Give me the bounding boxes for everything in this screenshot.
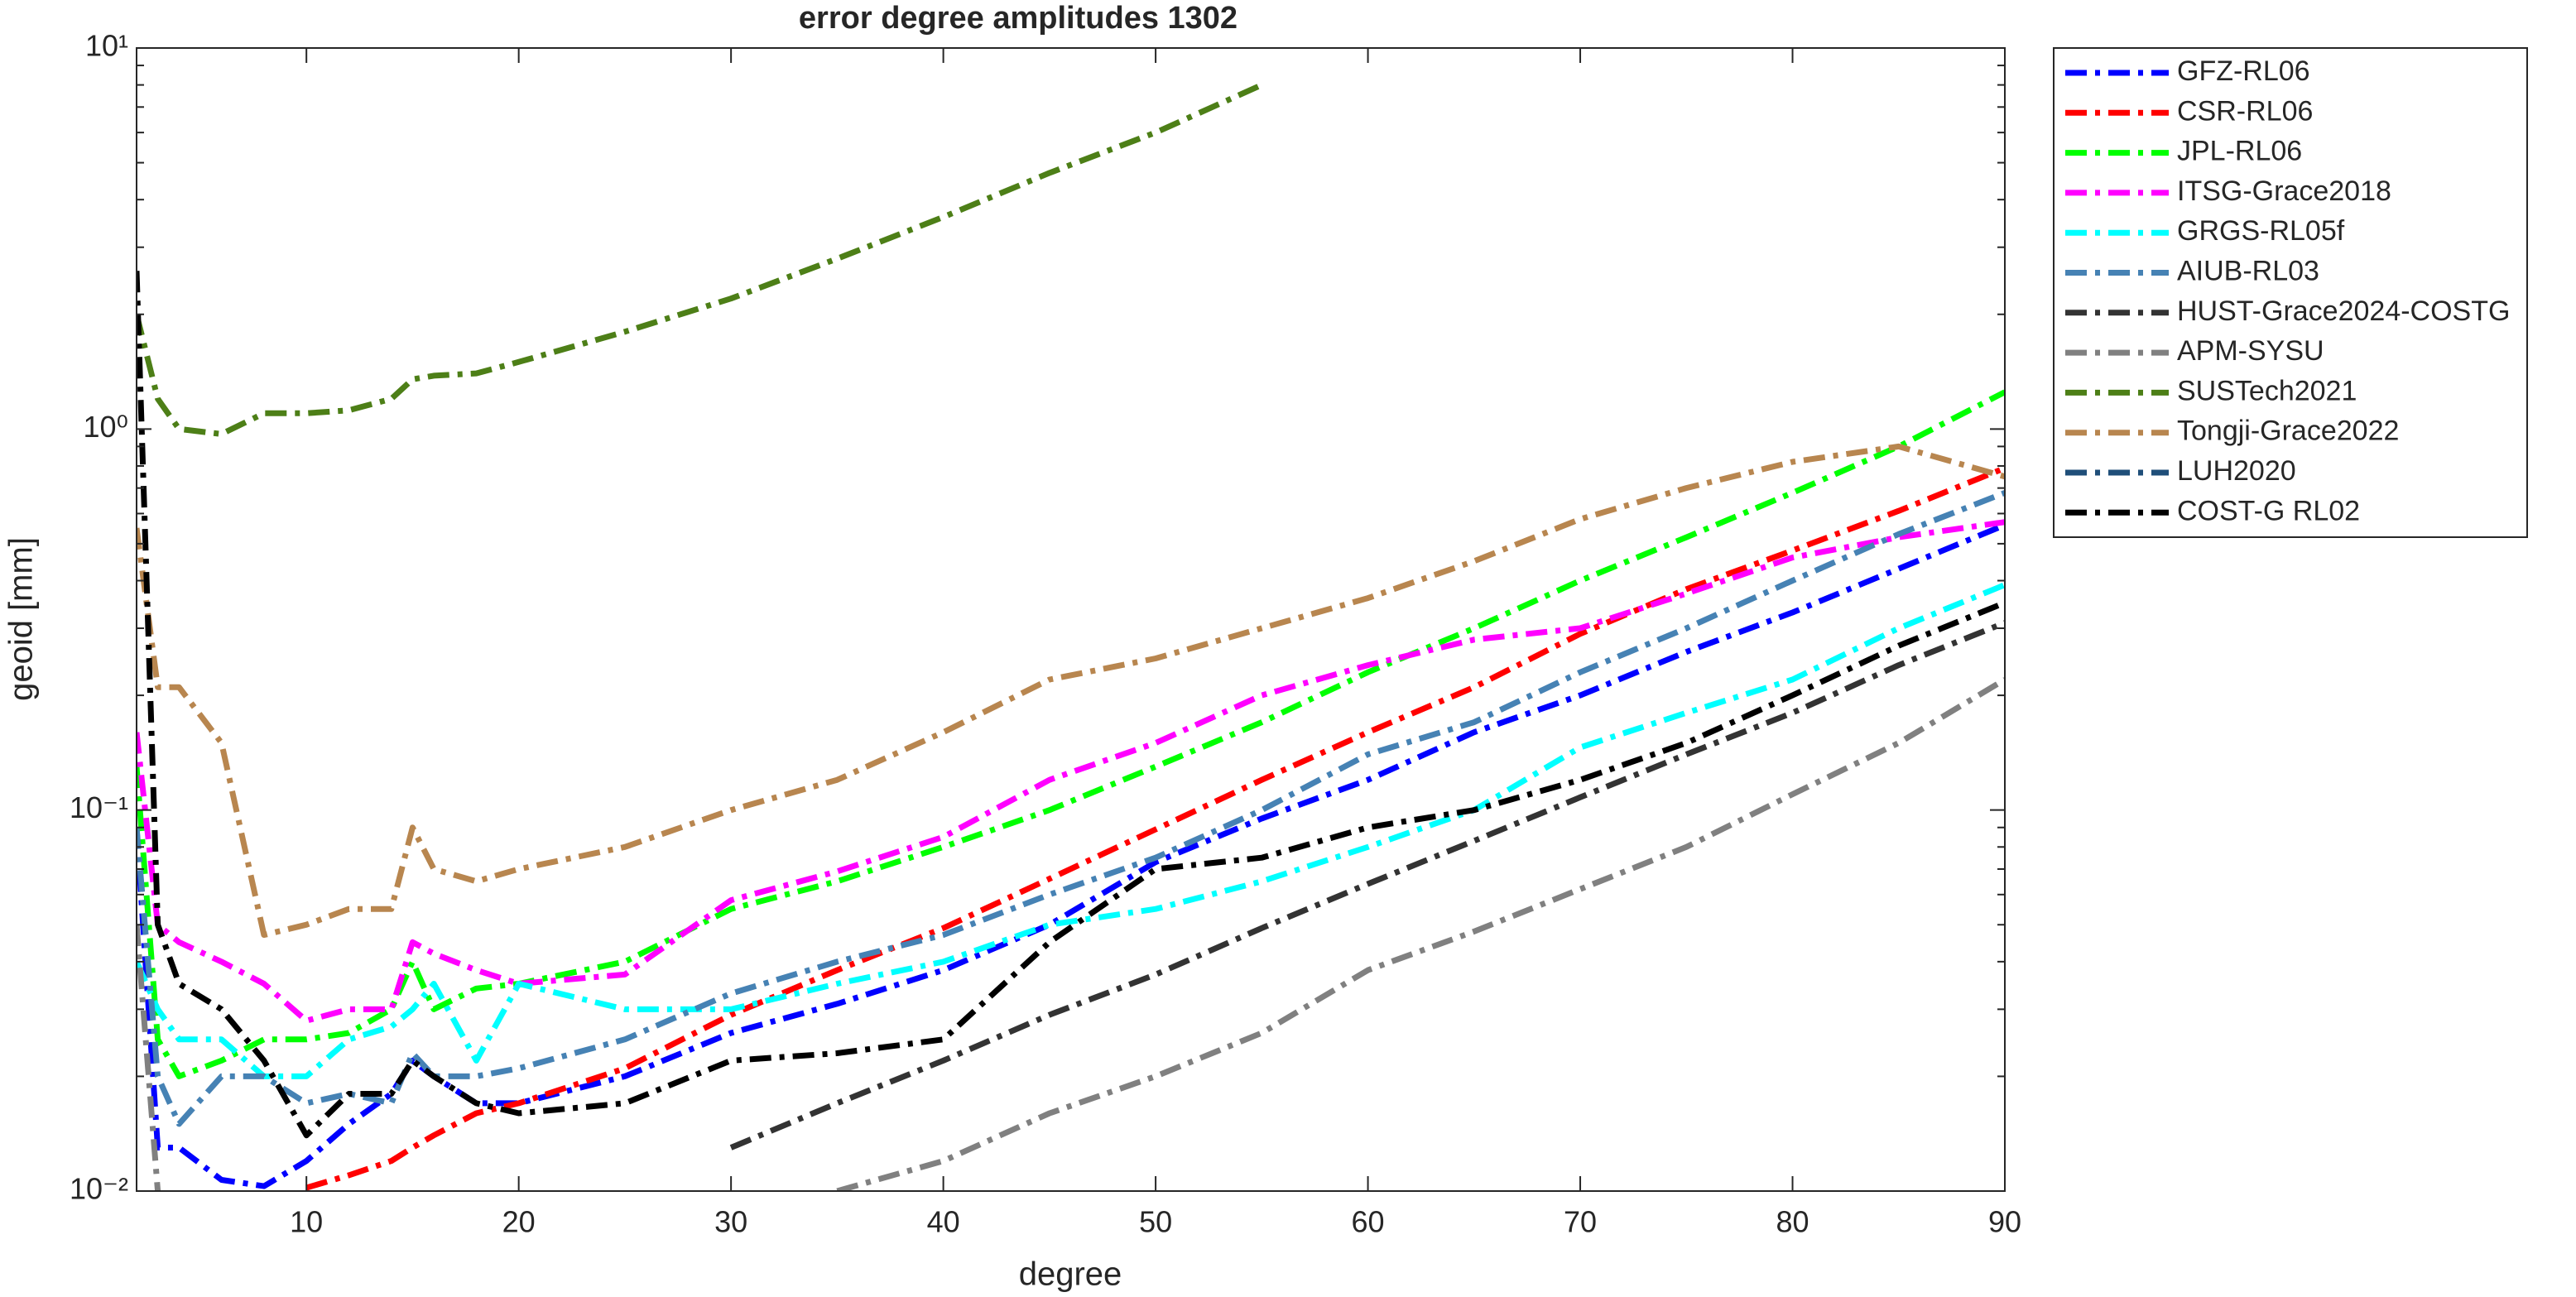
x-tick-label: 50	[1139, 1205, 1172, 1239]
series-line	[137, 389, 2005, 1079]
x-tick-label: 90	[1988, 1205, 2021, 1239]
legend-label: GRGS-RL05f	[2177, 215, 2345, 247]
legend-label: GFZ-RL06	[2177, 55, 2310, 87]
x-tick-label: 10	[290, 1205, 323, 1239]
x-tick-label: 60	[1352, 1205, 1385, 1239]
legend-label: ITSG-Grace2018	[2177, 175, 2391, 207]
legend-label: HUST-Grace2024-COSTG	[2177, 295, 2510, 327]
legend-label: JPL-RL06	[2177, 136, 2302, 167]
legend-label: Tongji-Grace2022	[2177, 416, 2399, 447]
legend-label: LUH2020	[2177, 455, 2296, 487]
legend-label: SUSTech2021	[2177, 375, 2357, 406]
legend-label: AIUB-RL03	[2177, 255, 2319, 286]
x-tick-label: 40	[927, 1205, 960, 1239]
series-line	[137, 82, 1263, 437]
legend-label: COST-G RL02	[2177, 495, 2360, 526]
y-tick-label: 10⁰	[84, 410, 128, 444]
y-tick-label: 10⁻²	[70, 1172, 128, 1206]
series-line	[137, 582, 2005, 1079]
x-tick-label: 70	[1564, 1205, 1597, 1239]
series-line	[137, 271, 2005, 1139]
y-tick-label: 10¹	[85, 29, 128, 63]
x-tick-label: 30	[714, 1205, 747, 1239]
series-line	[137, 676, 2005, 1191]
legend-label: CSR-RL06	[2177, 95, 2313, 127]
y-axis-label: geoid [mm]	[3, 537, 40, 701]
plot-frame	[136, 47, 2006, 1192]
legend-box	[2053, 47, 2528, 538]
x-tick-label: 20	[502, 1205, 536, 1239]
legend-label: APM-SYSU	[2177, 335, 2324, 367]
plot-lines	[137, 82, 2005, 1191]
series-line	[137, 522, 2005, 1189]
series-line	[137, 443, 2005, 939]
x-axis-label: degree	[1019, 1256, 1122, 1293]
chart-title: error degree amplitudes 1302	[799, 1, 1238, 36]
x-tick-label: 80	[1776, 1205, 1809, 1239]
series-line	[729, 620, 2005, 1150]
y-tick-label: 10⁻¹	[70, 790, 128, 824]
